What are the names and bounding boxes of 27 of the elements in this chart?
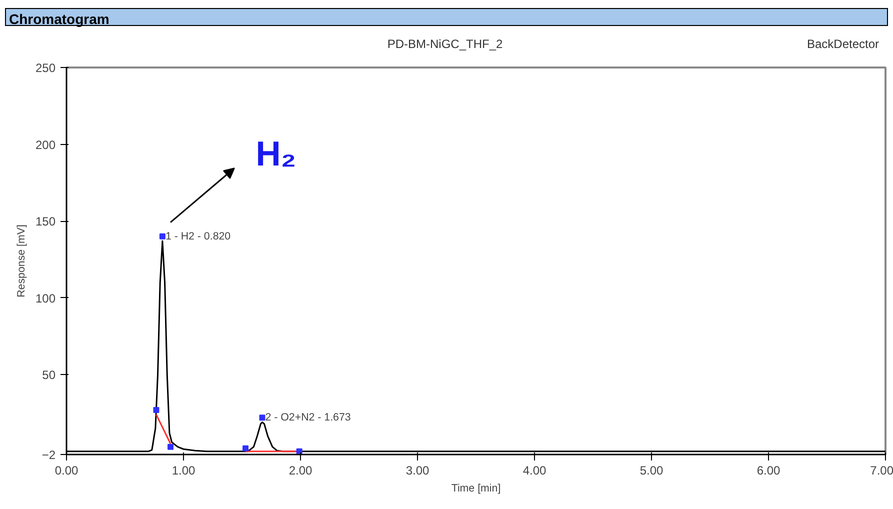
y-axis-title: Response [mV] (15, 224, 28, 298)
point (259, 414, 266, 421)
y-tick-label: 100 (35, 291, 56, 306)
y-tick-label: 250 (35, 61, 56, 75)
x-tick-label: 7.00 (870, 464, 893, 478)
x-tick-label: 2.00 (288, 464, 313, 478)
y-tick-label: 200 (35, 138, 56, 152)
text: BackDetector (806, 36, 879, 53)
annotation: 1 - H2 - 0.820 (165, 230, 231, 242)
x-tick-label: 4.00 (522, 464, 547, 478)
point (168, 444, 174, 450)
chart-title: Chromatogram (9, 10, 110, 29)
annotation: H₂ (256, 136, 296, 174)
point (159, 233, 166, 240)
x-tick-label: 3.00 (406, 464, 430, 478)
point (153, 406, 160, 413)
y-tick-label: 50 (42, 368, 56, 382)
x-axis-title: Time [min] (451, 482, 501, 494)
x-tick-label: 6.00 (756, 464, 781, 478)
annotation: 2 - O2+N2 - 1.673 (265, 412, 351, 424)
y-tick-label: −2 (42, 448, 56, 462)
x-tick-label: 1.00 (172, 464, 196, 478)
x-tick-label: 0.00 (54, 464, 79, 478)
x-tick-label: 5.00 (640, 464, 664, 478)
y-tick-label: 150 (35, 214, 56, 229)
point (242, 445, 249, 452)
chart-subtitle: PD-BM-NiGC_THF_2 (387, 37, 503, 51)
